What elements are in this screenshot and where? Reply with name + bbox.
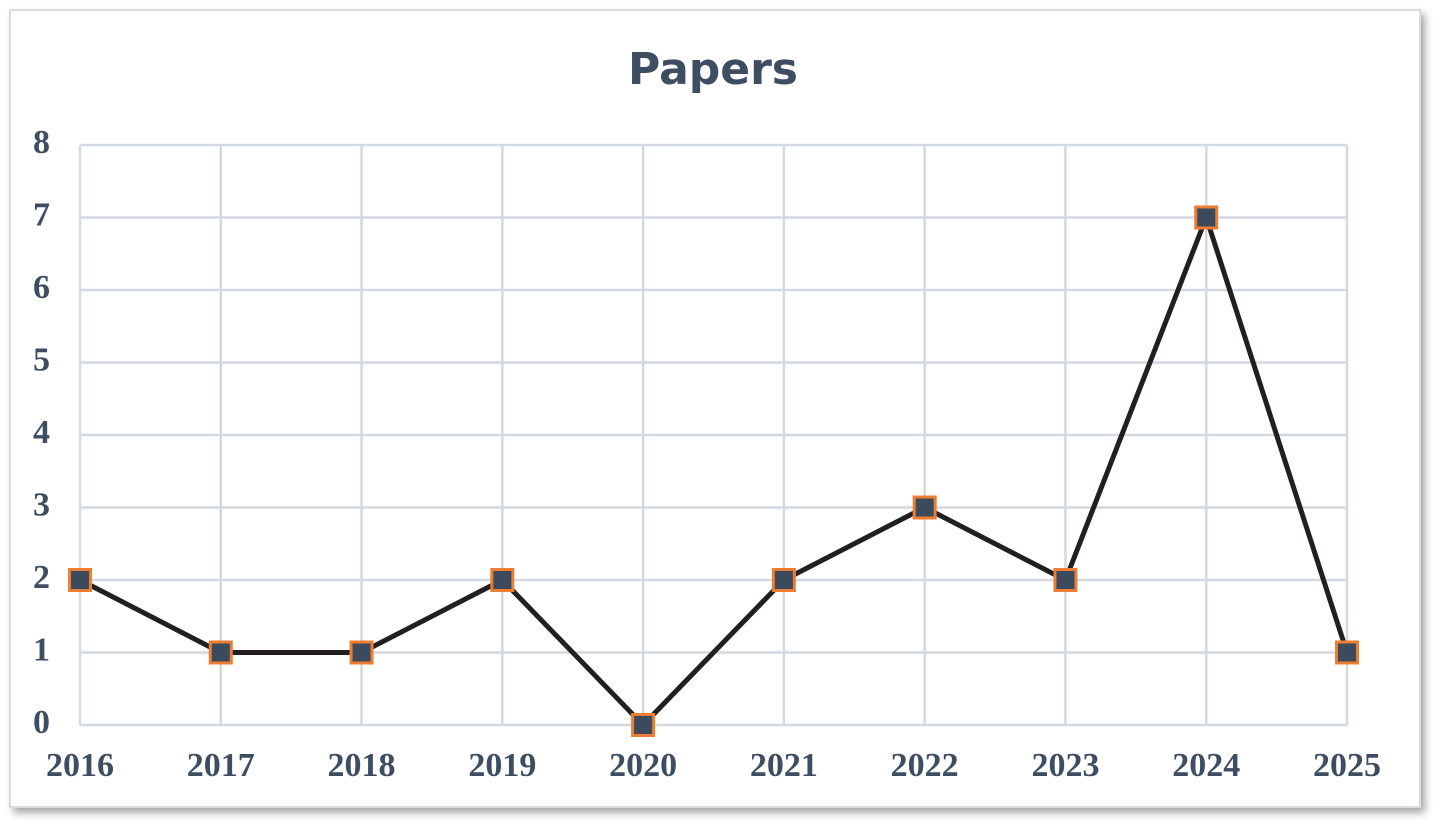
y-tick-label: 0 xyxy=(33,704,50,741)
data-point xyxy=(68,568,92,592)
data-line xyxy=(78,215,1350,728)
y-tick-label: 6 xyxy=(33,269,50,306)
data-point xyxy=(1194,205,1219,230)
y-tick-label: 5 xyxy=(33,341,50,378)
data-point xyxy=(631,713,656,737)
x-tick-label: 2017 xyxy=(187,747,255,784)
y-tick-label: 2 xyxy=(33,559,50,596)
x-tick-label: 2018 xyxy=(328,747,396,784)
y-tick-label: 7 xyxy=(33,196,50,233)
x-tick-label: 2021 xyxy=(750,747,818,784)
grid: 0 1 2 3 4 5 6 7 8 2016 2017 2018 2019 2020 2021 2022 202… xyxy=(33,124,1381,784)
x-tick-label: 2020 xyxy=(609,747,677,784)
data-point xyxy=(349,640,374,665)
data-point xyxy=(912,495,937,520)
y-tick-label: 1 xyxy=(33,631,50,668)
y-tick-label: 4 xyxy=(33,414,50,451)
chart-frame xyxy=(9,9,1421,808)
chart-title: Papers xyxy=(628,44,798,95)
x-tick-label: 2019 xyxy=(468,747,536,784)
x-tick-label: 2025 xyxy=(1313,747,1381,784)
data-point xyxy=(208,640,233,665)
x-tick-label: 2022 xyxy=(891,747,959,784)
y-tick-label: 3 xyxy=(33,486,50,523)
x-tick-label: 2024 xyxy=(1172,747,1240,784)
x-tick-label: 2023 xyxy=(1031,747,1099,784)
data-point xyxy=(1335,640,1359,665)
data-point xyxy=(771,568,796,592)
y-tick-label: 8 xyxy=(33,124,50,161)
plot xyxy=(68,205,1359,737)
data-point xyxy=(490,568,515,592)
x-tick-label: 2016 xyxy=(46,747,114,784)
data-point xyxy=(1053,568,1078,592)
